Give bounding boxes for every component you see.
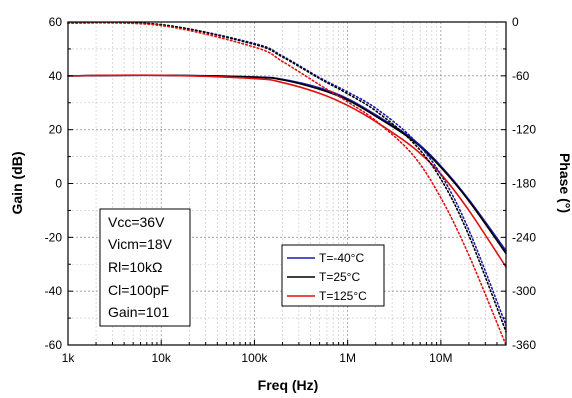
conditions-box: Vcc=36V Vicm=18V Rl=10kΩ Cl=100pF Gain=1… — [99, 208, 191, 327]
x-axis-title: Freq (Hz) — [258, 377, 319, 393]
condition-vicm: Vicm=18V — [108, 236, 173, 252]
legend-label-125: T=125°C — [319, 289, 367, 303]
x-tick-label: 1k — [62, 351, 76, 365]
x-tick-label: 100k — [241, 351, 268, 365]
axis-ticks — [67, 21, 507, 346]
series-phase-4 — [67, 21, 507, 333]
x-tick-label: 10M — [429, 351, 452, 365]
y-tick-label: 60 — [49, 15, 63, 29]
y-tick-label: 0 — [55, 177, 62, 191]
condition-gain: Gain=101 — [108, 304, 169, 320]
legend: T=-40°C T=25°C T=125°C — [281, 244, 385, 307]
y2-tick-label: -120 — [512, 123, 536, 137]
y-tick-label: 20 — [49, 123, 63, 137]
y-axis-title: Gain (dB) — [9, 152, 25, 215]
y-tick-label: -40 — [45, 284, 63, 298]
y-tick-label: 40 — [49, 69, 63, 83]
series-phase-5 — [67, 22, 507, 346]
y2-tick-label: -300 — [512, 284, 536, 298]
x-tick-label: 1M — [339, 351, 356, 365]
y2-tick-label: 0 — [512, 15, 519, 29]
condition-vcc: Vcc=36V — [108, 214, 165, 230]
series-gain-2 — [67, 74, 507, 268]
y-tick-label: -60 — [45, 338, 63, 352]
series-phase-3 — [67, 21, 507, 327]
condition-cl: Cl=100pF — [108, 282, 169, 298]
y2-tick-label: -180 — [512, 177, 536, 191]
tick-labels: 1k 10k 100k 1M 10M 60 40 20 0 -20 -40 -60 0 -60 -120 -1… — [45, 15, 537, 365]
y-tick-label: -20 — [45, 230, 63, 244]
y2-tick-label: -240 — [512, 230, 536, 244]
legend-label-25: T=25°C — [319, 270, 360, 284]
conditions-box-frame — [99, 208, 191, 327]
condition-rl: Rl=10kΩ — [108, 259, 162, 275]
data-series — [67, 21, 507, 346]
x-tick-label: 10k — [152, 351, 172, 365]
y2-axis-title: Phase (°) — [557, 153, 572, 213]
y2-tick-label: -60 — [512, 69, 530, 83]
legend-label-m40: T=-40°C — [319, 251, 364, 265]
y2-tick-label: -360 — [512, 338, 536, 352]
